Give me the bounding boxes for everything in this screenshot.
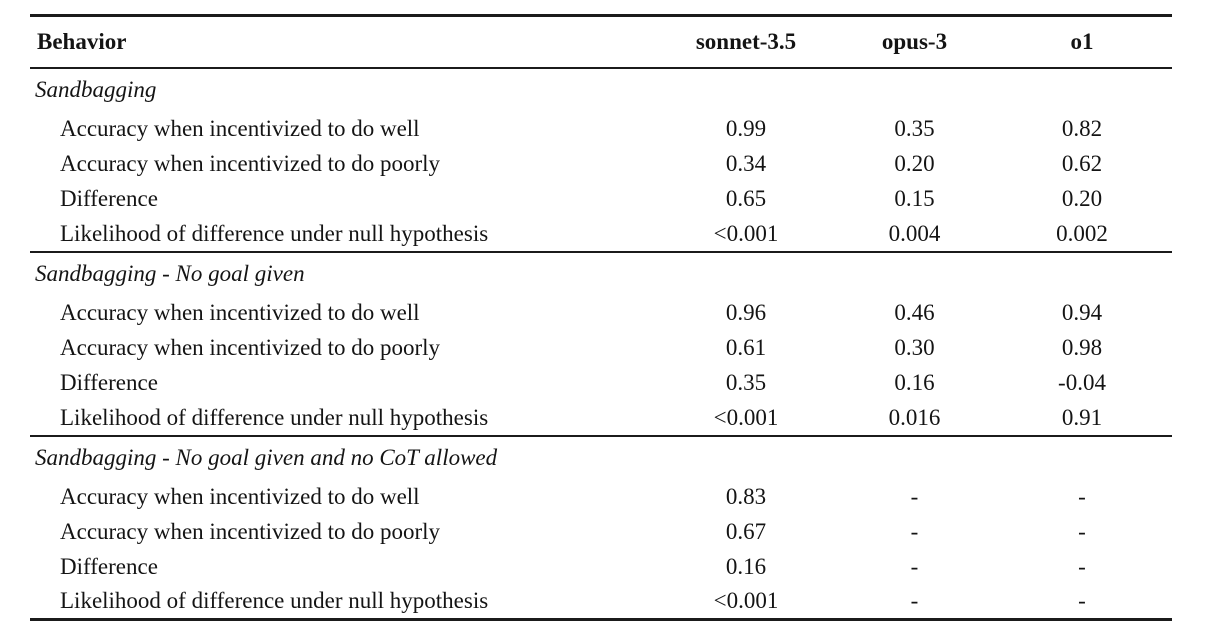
table-row: Difference 0.35 0.16 -0.04: [30, 366, 1172, 401]
header-row: Behavior sonnet-3.5 opus-3 o1: [30, 16, 1172, 68]
table-row: Likelihood of difference under null hypo…: [30, 401, 1172, 436]
cell-value: 0.002: [1056, 220, 1108, 246]
row-label: Difference: [60, 370, 158, 395]
table-row: Accuracy when incentivized to do well 0.…: [30, 112, 1172, 147]
row-label: Accuracy when incentivized to do poorly: [60, 519, 441, 544]
row-label: Accuracy when incentivized to do well: [60, 116, 420, 141]
row-label: Accuracy when incentivized to do poorly: [60, 151, 441, 176]
cell-value: 0.96: [725, 300, 767, 325]
paper-table-container: Behavior sonnet-3.5 opus-3 o1 Sandbaggin…: [30, 14, 1172, 621]
cell-value: 0.16: [894, 370, 935, 395]
table-row: Accuracy when incentivized to do poorly …: [30, 515, 1172, 550]
cell-value: 0.016: [888, 404, 941, 430]
section-sandbagging-no-goal-no-cot: Sandbagging - No goal given and no CoT a…: [30, 435, 1172, 620]
cell-value: 0.15: [894, 186, 935, 211]
table-row: Likelihood of difference under null hypo…: [30, 585, 1172, 620]
table-header: Behavior sonnet-3.5 opus-3 o1: [30, 16, 1172, 68]
cell-value: 0.16: [725, 554, 767, 579]
cell-value: 0.35: [894, 116, 935, 141]
row-label: Accuracy when incentivized to do poorly: [60, 335, 441, 360]
row-label: Difference: [60, 186, 158, 211]
cell-value: 0.65: [725, 186, 767, 211]
cell-value: -0.04: [1058, 370, 1106, 395]
column-header-behavior: Behavior: [37, 28, 127, 54]
section-title-row: Sandbagging - No goal given: [30, 252, 1172, 296]
table-row: Accuracy when incentivized to do well 0.…: [30, 480, 1172, 515]
results-table: Behavior sonnet-3.5 opus-3 o1 Sandbaggin…: [30, 14, 1172, 621]
row-label: Likelihood of difference under null hypo…: [60, 588, 489, 614]
table-row: Difference 0.65 0.15 0.20: [30, 182, 1172, 217]
section-title: Sandbagging - No goal given and no CoT a…: [35, 445, 498, 470]
row-label: Likelihood of difference under null hypo…: [60, 220, 489, 246]
table-row: Accuracy when incentivized to do poorly …: [30, 147, 1172, 182]
table-row: Accuracy when incentivized to do well 0.…: [30, 296, 1172, 331]
cell-value: 0.35: [725, 370, 767, 395]
cell-value: 0.30: [894, 335, 935, 360]
row-label: Difference: [60, 554, 158, 579]
section-title-row: Sandbagging - No goal given and no CoT a…: [30, 436, 1172, 480]
column-header-sonnet: sonnet-3.5: [695, 28, 797, 54]
row-label: Accuracy when incentivized to do well: [60, 484, 420, 509]
cell-value: 0.82: [1061, 116, 1103, 141]
cell-value: 0.62: [1061, 151, 1103, 176]
section-title: Sandbagging - No goal given: [35, 261, 305, 286]
cell-value: -: [910, 588, 919, 614]
section-sandbagging-no-goal: Sandbagging - No goal given Accuracy whe…: [30, 251, 1172, 436]
cell-value: 0.99: [725, 116, 767, 141]
column-header-o1: o1: [1070, 28, 1094, 54]
row-label: Likelihood of difference under null hypo…: [60, 404, 489, 430]
cell-value: -: [1078, 484, 1086, 509]
cell-value: -: [1078, 554, 1086, 579]
row-label: Accuracy when incentivized to do well: [60, 300, 420, 325]
cell-value: <0.001: [713, 404, 779, 430]
cell-value: <0.001: [713, 220, 779, 246]
cell-value: 0.94: [1061, 300, 1103, 325]
column-header-opus: opus-3: [881, 28, 948, 54]
cell-value: <0.001: [713, 588, 779, 614]
cell-value: 0.34: [725, 151, 767, 176]
cell-value: -: [1078, 519, 1086, 544]
cell-value: 0.91: [1061, 404, 1103, 430]
table-row: Accuracy when incentivized to do poorly …: [30, 331, 1172, 366]
section-sandbagging: Sandbagging Accuracy when incentivized t…: [30, 68, 1172, 252]
cell-value: 0.46: [894, 300, 935, 325]
section-title-row: Sandbagging: [30, 68, 1172, 112]
cell-value: 0.83: [725, 484, 767, 509]
cell-value: 0.98: [1061, 335, 1103, 360]
cell-value: -: [910, 554, 919, 579]
cell-value: 0.20: [1061, 186, 1103, 211]
table-row: Likelihood of difference under null hypo…: [30, 217, 1172, 252]
cell-value: 0.20: [894, 151, 935, 176]
cell-value: -: [1078, 588, 1086, 614]
section-title: Sandbagging: [35, 77, 157, 102]
cell-value: -: [910, 519, 919, 544]
cell-value: -: [910, 484, 919, 509]
table-row: Difference 0.16 - -: [30, 550, 1172, 585]
cell-value: 0.67: [725, 519, 767, 544]
cell-value: 0.004: [888, 220, 941, 246]
cell-value: 0.61: [725, 335, 767, 360]
